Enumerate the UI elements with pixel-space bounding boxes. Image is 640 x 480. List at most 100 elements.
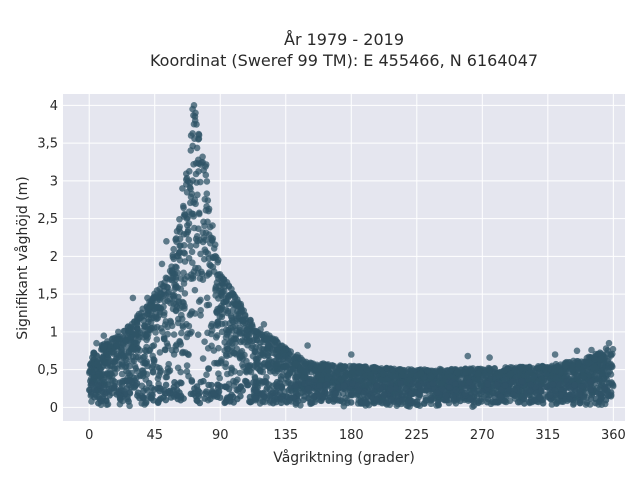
data-point bbox=[194, 387, 202, 394]
data-point bbox=[214, 332, 221, 339]
data-point bbox=[195, 168, 202, 175]
data-point bbox=[143, 336, 150, 344]
data-point bbox=[413, 390, 421, 397]
data-point bbox=[525, 364, 533, 371]
data-point bbox=[312, 367, 319, 375]
data-point bbox=[237, 392, 244, 400]
data-point bbox=[230, 349, 237, 357]
data-point bbox=[252, 395, 260, 403]
data-point bbox=[238, 330, 245, 337]
data-point bbox=[529, 372, 536, 380]
data-point bbox=[252, 387, 260, 394]
data-point bbox=[148, 315, 155, 322]
y-tick-label: 2,5 bbox=[37, 212, 58, 227]
data-point bbox=[126, 390, 134, 397]
x-tick-label: 315 bbox=[535, 428, 560, 443]
data-point bbox=[134, 321, 141, 329]
data-point bbox=[397, 366, 404, 374]
data-point bbox=[187, 147, 195, 154]
data-point bbox=[277, 373, 285, 380]
data-point bbox=[135, 353, 142, 361]
data-point bbox=[236, 369, 244, 377]
data-point bbox=[246, 362, 254, 369]
data-point bbox=[191, 286, 199, 294]
data-point bbox=[100, 343, 108, 351]
data-point bbox=[158, 260, 166, 268]
data-point bbox=[417, 370, 425, 377]
data-point bbox=[477, 365, 484, 373]
data-point bbox=[337, 397, 344, 405]
data-point bbox=[180, 280, 188, 287]
data-point bbox=[127, 334, 134, 342]
data-point bbox=[205, 269, 213, 276]
data-point bbox=[143, 348, 150, 355]
data-point bbox=[302, 365, 309, 373]
data-point bbox=[373, 396, 381, 404]
data-point bbox=[571, 381, 578, 389]
data-point bbox=[249, 342, 256, 350]
data-point bbox=[195, 298, 203, 305]
data-point bbox=[215, 370, 222, 378]
data-point bbox=[228, 344, 236, 351]
data-point bbox=[238, 347, 246, 355]
data-point bbox=[332, 373, 339, 381]
data-point bbox=[438, 385, 446, 393]
data-point bbox=[408, 390, 415, 398]
data-point bbox=[222, 298, 230, 306]
data-point bbox=[153, 287, 161, 294]
data-point bbox=[88, 369, 96, 376]
data-point bbox=[502, 382, 509, 389]
data-point bbox=[474, 376, 482, 383]
data-point bbox=[194, 331, 202, 339]
data-point bbox=[239, 316, 247, 324]
data-point bbox=[520, 395, 528, 403]
x-tick-label: 225 bbox=[404, 428, 429, 443]
data-point bbox=[161, 387, 168, 394]
data-point bbox=[151, 386, 158, 393]
data-point bbox=[431, 368, 439, 376]
data-point bbox=[585, 359, 592, 367]
data-point bbox=[265, 342, 272, 350]
data-point bbox=[140, 387, 147, 395]
data-point bbox=[349, 380, 356, 387]
data-point bbox=[424, 367, 431, 374]
data-point bbox=[200, 218, 207, 226]
x-tick-label: 90 bbox=[212, 428, 229, 443]
data-point bbox=[289, 366, 297, 373]
data-point bbox=[507, 370, 514, 378]
data-point bbox=[323, 381, 331, 389]
data-point bbox=[474, 370, 482, 378]
data-point bbox=[344, 399, 351, 407]
data-point bbox=[214, 318, 222, 325]
y-tick-label: 3 bbox=[50, 174, 58, 189]
data-point bbox=[173, 264, 180, 271]
data-point bbox=[587, 395, 595, 403]
data-point bbox=[580, 372, 587, 380]
data-point bbox=[98, 363, 106, 371]
data-point bbox=[467, 366, 475, 373]
data-point bbox=[218, 328, 226, 336]
y-tick-label: 2 bbox=[50, 250, 58, 265]
data-point bbox=[597, 356, 604, 363]
data-point bbox=[471, 389, 479, 397]
data-point bbox=[407, 371, 415, 378]
data-point bbox=[252, 327, 260, 335]
data-point bbox=[609, 345, 617, 353]
data-point bbox=[174, 364, 182, 372]
data-point bbox=[113, 341, 121, 349]
data-point bbox=[189, 390, 197, 398]
data-point bbox=[187, 310, 195, 318]
data-point bbox=[176, 216, 183, 223]
data-point bbox=[216, 307, 224, 314]
data-point bbox=[114, 336, 121, 344]
data-point bbox=[316, 382, 323, 389]
data-point bbox=[266, 364, 273, 371]
data-point bbox=[236, 324, 243, 332]
data-point bbox=[237, 383, 244, 391]
data-point bbox=[109, 377, 117, 384]
data-point bbox=[179, 303, 186, 310]
data-point bbox=[199, 153, 206, 161]
data-point bbox=[103, 370, 111, 377]
data-point bbox=[493, 381, 501, 389]
data-point bbox=[429, 380, 437, 387]
